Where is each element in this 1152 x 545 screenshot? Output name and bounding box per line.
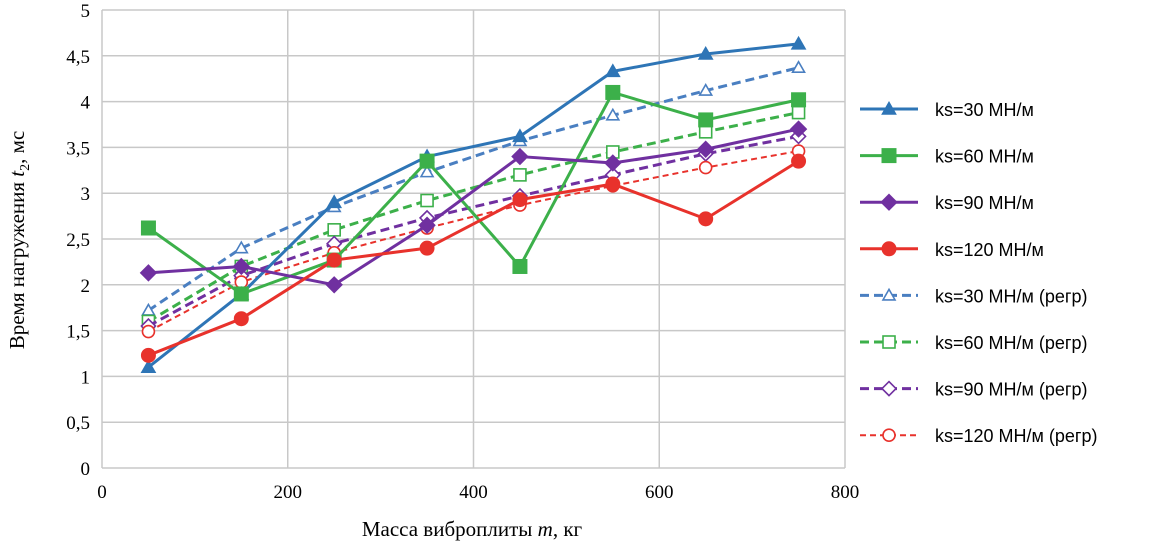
legend-entry: ks=120 МН/м xyxy=(860,240,1044,260)
legend-marker xyxy=(880,193,898,211)
legend-entry: ks=120 МН/м (регр) xyxy=(860,426,1098,446)
legend-marker xyxy=(882,428,896,443)
data-point xyxy=(233,286,249,302)
legend-marker xyxy=(882,335,896,349)
data-point xyxy=(418,216,436,234)
data-point xyxy=(140,220,156,236)
legend-entry: ks=30 МН/м (регр) xyxy=(860,286,1088,306)
data-point xyxy=(791,60,806,74)
legend: ks=30 МН/м ks=60 МН/м ks=90 МН/м ks=120 МН/… xyxy=(860,100,1098,446)
legend-label: ks=60 МН/м (регр) xyxy=(935,333,1088,353)
y-tick-label: 0 xyxy=(81,459,91,480)
data-point xyxy=(233,311,249,327)
y-tick-label: 0,5 xyxy=(66,413,90,434)
data-point xyxy=(512,258,528,274)
data-point xyxy=(605,84,621,100)
data-point xyxy=(419,164,435,178)
legend-label: ks=60 МН/м xyxy=(935,147,1034,167)
data-point xyxy=(604,154,622,172)
data-point xyxy=(791,92,807,108)
series-line xyxy=(147,66,799,312)
data-point xyxy=(605,176,621,192)
y-tick-label: 3,5 xyxy=(66,138,90,159)
legend-entry: ks=90 МН/м xyxy=(860,193,1034,213)
legend-marker xyxy=(881,100,897,115)
series-2 xyxy=(140,84,807,302)
data-point xyxy=(698,211,714,227)
x-tick-label: 200 xyxy=(274,482,303,503)
y-tick-label: 2 xyxy=(81,276,91,297)
data-point xyxy=(791,153,807,169)
series-line xyxy=(147,159,800,357)
data-point xyxy=(140,359,157,373)
data-point xyxy=(139,264,158,282)
y-tick-label: 5 xyxy=(81,1,91,22)
data-point xyxy=(791,105,806,120)
legend-marker xyxy=(880,380,898,397)
data-point xyxy=(511,147,529,166)
legend-label: ks=120 МН/м (регр) xyxy=(935,426,1098,446)
gridlines xyxy=(101,9,846,469)
legend-label: ks=120 МН/м xyxy=(935,240,1044,260)
legend-entry: ks=90 МН/м (регр) xyxy=(860,380,1088,400)
data-point xyxy=(419,240,435,256)
legend-entry: ks=30 МН/м xyxy=(860,100,1034,120)
y-axis-label: Время нагружения t2, мс xyxy=(5,131,33,350)
data-point xyxy=(698,112,714,128)
legend-label: ks=30 МН/м (регр) xyxy=(935,286,1088,306)
x-tick-label: 600 xyxy=(645,482,674,503)
series-group xyxy=(139,35,808,373)
data-point xyxy=(698,125,713,139)
data-point xyxy=(790,35,807,50)
data-point xyxy=(604,63,621,78)
data-point xyxy=(696,140,715,158)
x-tick-label: 0 xyxy=(97,482,107,503)
x-tick-label: 800 xyxy=(831,482,860,503)
y-tick-label: 4 xyxy=(81,93,91,114)
data-point xyxy=(513,168,527,182)
y-tick-label: 2,5 xyxy=(66,230,90,251)
data-point xyxy=(698,160,713,175)
legend-label: ks=30 МН/м xyxy=(935,100,1034,120)
legend-marker xyxy=(881,287,897,301)
data-point xyxy=(512,128,528,143)
series-line xyxy=(147,90,799,296)
data-point xyxy=(141,324,156,339)
y-tick-label: 1 xyxy=(81,367,91,388)
data-point xyxy=(140,347,156,363)
data-point xyxy=(605,107,621,121)
y-tick-label: 3 xyxy=(81,184,91,205)
data-point xyxy=(232,257,251,276)
axes: 0 0,5 1 1,5 2 2,5 3 3,5 4 4,5 5 0 200 400 600 800 xyxy=(66,1,859,503)
data-point xyxy=(420,193,434,208)
data-point xyxy=(789,120,808,138)
legend-label: ks=90 МН/м xyxy=(935,193,1034,213)
y-tick-label: 1,5 xyxy=(66,322,90,343)
data-point xyxy=(327,223,341,237)
series-line xyxy=(147,42,799,369)
series-line xyxy=(148,127,799,287)
data-point xyxy=(325,276,343,294)
series-1 xyxy=(140,35,807,373)
series-line xyxy=(147,111,799,323)
legend-entry: ks=60 МН/м (регр) xyxy=(860,333,1088,353)
data-point xyxy=(512,192,528,208)
data-point xyxy=(233,240,249,254)
legend-marker xyxy=(881,148,897,164)
legend-marker xyxy=(881,241,897,257)
legend-entry: ks=60 МН/м xyxy=(860,147,1034,167)
data-point xyxy=(697,45,714,60)
series-4 xyxy=(140,153,807,363)
data-point xyxy=(326,194,343,209)
data-point xyxy=(326,252,342,268)
y-tick-label: 4,5 xyxy=(66,47,90,68)
data-point xyxy=(419,153,435,169)
legend-label: ks=90 МН/м (регр) xyxy=(935,380,1088,400)
x-axis-label: Масса виброплиты m, кг xyxy=(362,517,583,541)
series-3 xyxy=(139,120,808,294)
x-tick-label: 400 xyxy=(459,482,488,503)
data-point xyxy=(698,82,714,96)
